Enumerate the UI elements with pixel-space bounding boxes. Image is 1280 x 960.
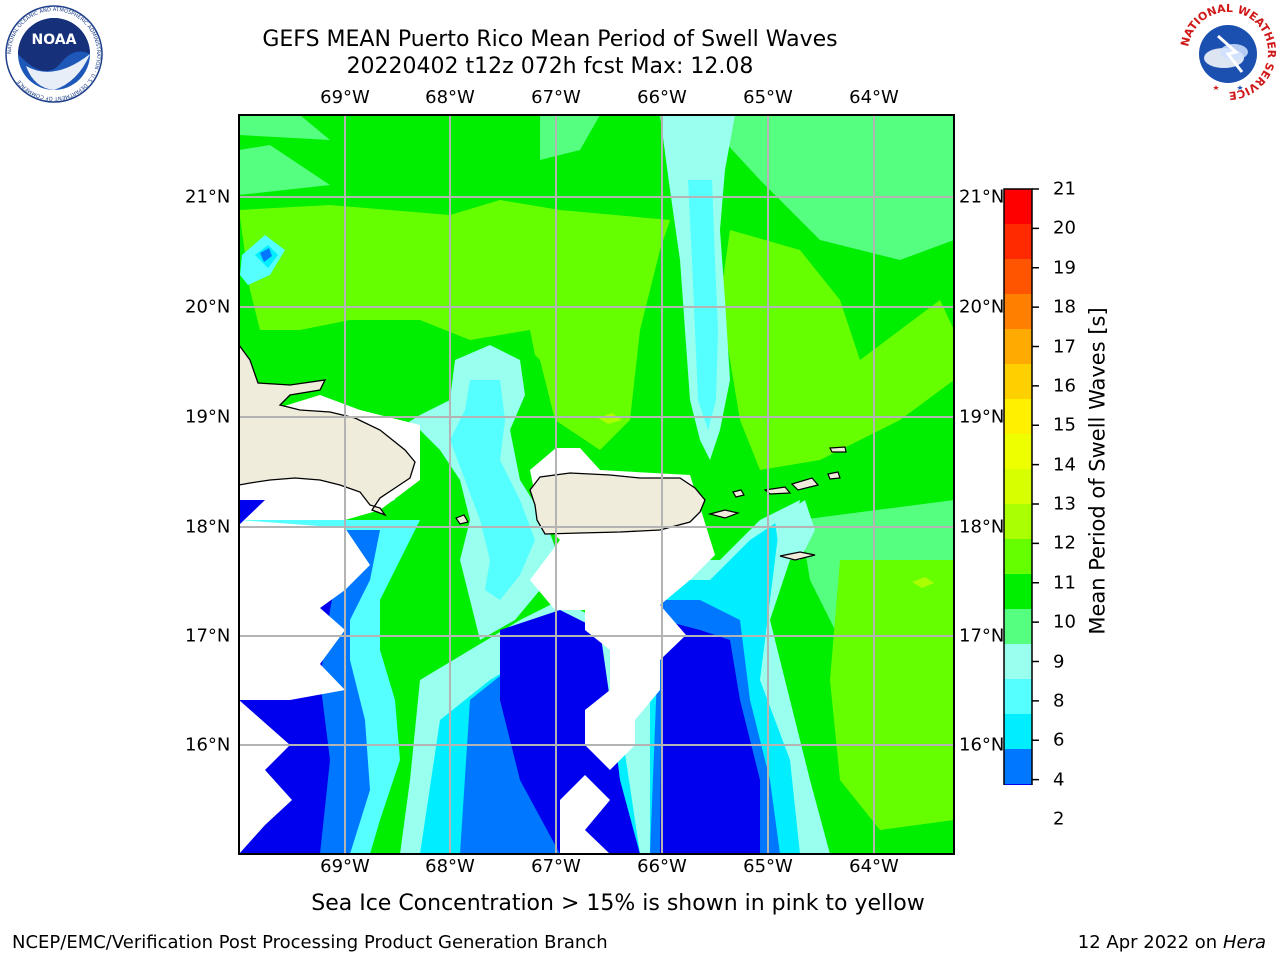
lat-tick-right: 20°N (959, 296, 1005, 318)
colorbar-band (1004, 189, 1032, 224)
colorbar-band (1004, 504, 1032, 539)
lat-tick-right: 18°N (959, 516, 1005, 538)
lat-tick-right: 17°N (959, 625, 1005, 647)
colorbar-label: 21 (1053, 178, 1076, 200)
colorbar-label: 2 (1053, 808, 1065, 830)
colorbar-label: 8 (1053, 690, 1065, 712)
colorbar-band (1004, 469, 1032, 504)
noaa-logo: NOAA NATIONAL OCEANIC AND ATMOSPHERIC AD… (5, 5, 103, 103)
colorbar (1003, 188, 1039, 785)
colorbar-band (1004, 749, 1032, 784)
lon-tick-bottom: 65°W (743, 856, 793, 877)
colorbar-band (1004, 329, 1032, 364)
lat-tick-left: 18°N (185, 516, 231, 538)
colorbar-label: 4 (1053, 769, 1065, 791)
colorbar-band (1004, 259, 1032, 294)
lat-tick-left: 21°N (185, 186, 231, 208)
lon-tick-bottom: 64°W (849, 856, 899, 877)
colorbar-band (1004, 294, 1032, 329)
land-hispaniola (239, 343, 416, 517)
lon-tick-top: 64°W (849, 87, 899, 108)
nws-logo: NATIONAL WEATHER SERVICE (1178, 2, 1278, 102)
lon-tick-bottom: 66°W (637, 856, 687, 877)
colorbar-label: 18 (1053, 296, 1076, 318)
credit-host: Hera (1222, 932, 1266, 953)
lat-tick-left: 19°N (185, 406, 231, 428)
noaa-logo-text: NOAA (32, 32, 77, 48)
colorbar-label: 15 (1053, 414, 1076, 436)
colorbar-label: 12 (1053, 532, 1076, 554)
colorbar-label: 13 (1053, 493, 1076, 515)
chart-subtitle: 20220402 t12z 072h fcst Max: 12.08 (346, 54, 754, 79)
colorbar-label: 20 (1053, 217, 1076, 239)
colorbar-label: 14 (1053, 454, 1076, 476)
graticule (239, 115, 954, 854)
colorbar-band (1004, 609, 1032, 644)
colorbar-label: 17 (1053, 336, 1076, 357)
colorbar-band (1004, 364, 1032, 399)
lat-tick-right: 19°N (959, 406, 1005, 428)
colorbar-label: 9 (1053, 651, 1065, 672)
contour-fill-layer (239, 115, 954, 854)
colorbar-label: 6 (1053, 729, 1065, 751)
credit-date: 12 Apr 2022 on Hera (1078, 932, 1266, 953)
lon-tick-bottom: 67°W (531, 856, 581, 877)
colorbar-band (1004, 714, 1032, 749)
lat-tick-right: 16°N (959, 734, 1005, 756)
lat-tick-left: 16°N (185, 734, 231, 756)
chart-title: GEFS MEAN Puerto Rico Mean Period of Swe… (262, 27, 838, 52)
lon-tick-top: 68°W (425, 87, 475, 108)
colorbar-label: 16 (1053, 375, 1076, 397)
colorbar-band (1004, 224, 1032, 259)
lon-tick-top: 66°W (637, 87, 687, 108)
colorbar-label: 11 (1053, 572, 1076, 594)
sea-ice-note: Sea Ice Concentration > 15% is shown in … (311, 891, 925, 916)
colorbar-label: 10 (1053, 611, 1076, 633)
credit-branch: NCEP/EMC/Verification Post Processing Pr… (12, 932, 608, 953)
colorbar-band (1004, 679, 1032, 714)
lon-tick-bottom: 68°W (425, 856, 475, 877)
colorbar-band (1004, 539, 1032, 574)
colorbar-band (1004, 784, 1032, 785)
lon-tick-top: 67°W (531, 87, 581, 108)
lon-tick-bottom: 69°W (320, 856, 370, 877)
colorbar-title: Mean Period of Swell Waves [s] (1085, 307, 1110, 635)
colorbar-band (1004, 574, 1032, 609)
colorbar-band (1004, 434, 1032, 469)
lat-tick-left: 20°N (185, 296, 231, 318)
colorbar-label: 19 (1053, 257, 1076, 279)
credit-date-text: 12 Apr 2022 on (1077, 932, 1223, 953)
lon-tick-top: 69°W (320, 87, 370, 108)
lon-tick-top: 65°W (743, 87, 793, 108)
colorbar-band (1004, 644, 1032, 679)
map-frame (238, 114, 955, 855)
lat-tick-right: 21°N (959, 186, 1005, 208)
colorbar-band (1004, 399, 1032, 434)
lat-tick-left: 17°N (185, 625, 231, 647)
